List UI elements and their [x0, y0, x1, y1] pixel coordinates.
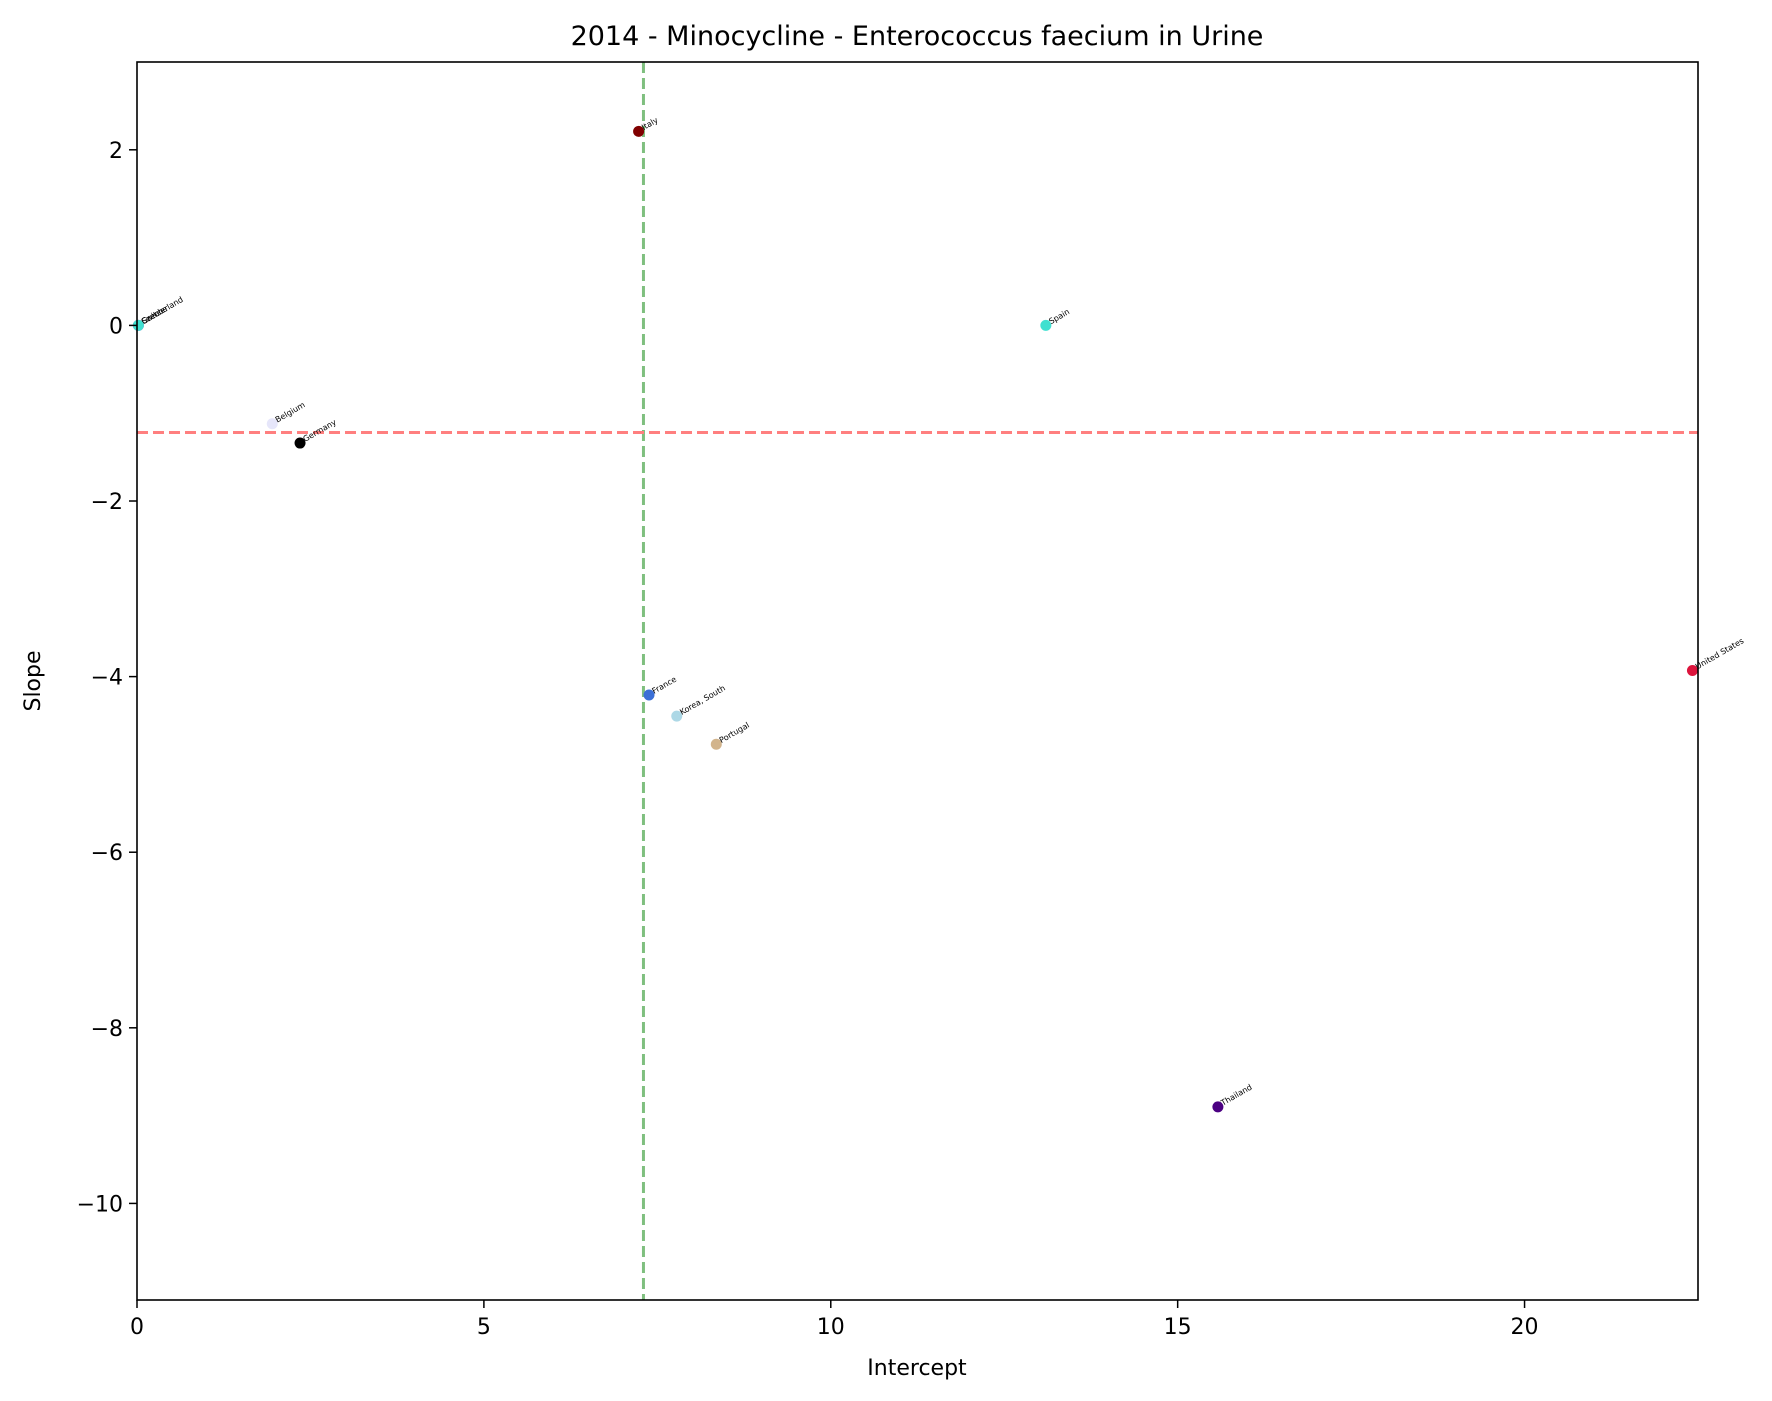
data-point: [643, 689, 655, 701]
data-point-label: Korea, South: [678, 684, 727, 717]
y-tick-label: 2: [109, 139, 123, 164]
y-axis-label: Slope: [21, 650, 46, 711]
x-tick-label: 15: [1164, 1315, 1192, 1340]
y-tick-label: −4: [91, 666, 123, 691]
x-tick-label: 5: [477, 1315, 491, 1340]
data-point-label: Portugal: [718, 721, 751, 745]
data-point-label: Thailand: [1219, 1083, 1254, 1108]
data-point: [266, 418, 278, 430]
data-point-label: Greece: [140, 304, 169, 326]
data-point-label: Spain: [1047, 307, 1071, 326]
data-point: [633, 125, 645, 137]
y-tick-label: −8: [91, 1017, 123, 1042]
data-point: [710, 738, 722, 750]
data-point-label: France: [651, 675, 679, 696]
x-axis-label: Intercept: [867, 1356, 967, 1381]
data-point: [1040, 319, 1052, 331]
data-point: [294, 437, 306, 449]
y-tick-label: −6: [91, 841, 123, 866]
plot-frame: [136, 61, 1699, 1301]
x-tick-label: 20: [1511, 1315, 1539, 1340]
y-tick-label: −2: [91, 490, 123, 515]
data-point-label: United States: [1694, 636, 1745, 671]
data-point: [132, 319, 144, 331]
data-point: [671, 710, 683, 722]
chart-title: 2014 - Minocycline - Enterococcus faeciu…: [571, 21, 1264, 52]
data-point-label: Belgium: [274, 400, 307, 424]
x-tick-label: 10: [817, 1315, 845, 1340]
y-tick-label: −10: [77, 1192, 123, 1217]
data-point: [1212, 1101, 1224, 1113]
y-tick-label: 0: [109, 314, 123, 339]
data-point: [1686, 664, 1698, 676]
data-point-label: Germany: [302, 417, 339, 443]
x-tick-label: 0: [130, 1315, 144, 1340]
